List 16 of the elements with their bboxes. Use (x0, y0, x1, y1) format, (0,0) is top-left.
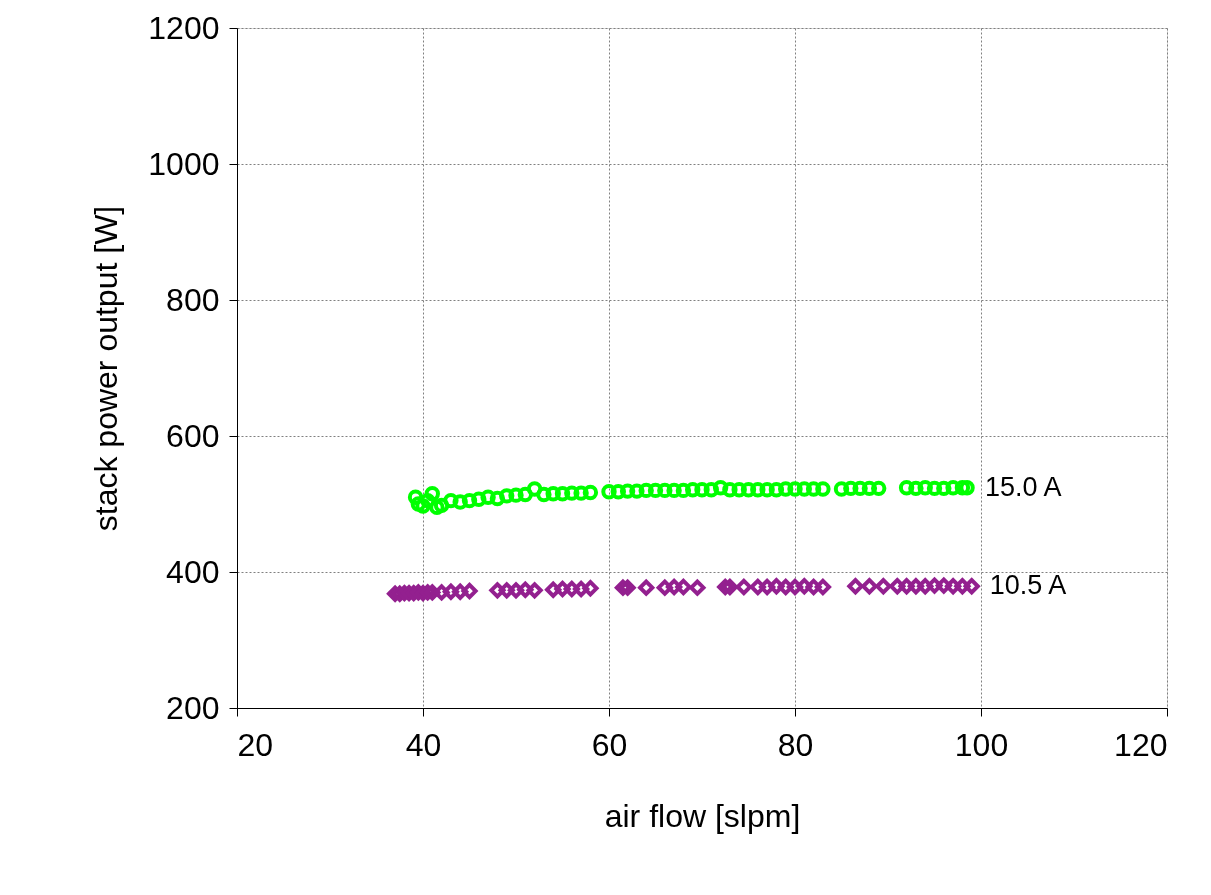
x-tick-label: 120 (1114, 726, 1168, 763)
y-tick-label: 1200 (148, 9, 220, 46)
y-axis-title: stack power output [W] (88, 205, 125, 532)
y-tick-label: 800 (166, 281, 220, 318)
x-tick-label: 20 (237, 726, 274, 763)
x-tick-label: 80 (777, 726, 814, 763)
series-label: 10.5 A (989, 570, 1067, 601)
y-tick-label: 600 (166, 417, 220, 454)
x-tick-label: 60 (591, 726, 628, 763)
y-tick-label: 400 (166, 553, 220, 590)
x-tick-label: 40 (405, 726, 442, 763)
y-tick-label: 200 (166, 689, 220, 726)
series-label: 15.0 A (985, 471, 1062, 502)
x-axis-title: air flow [slpm] (604, 797, 801, 834)
x-tick-label: 100 (954, 726, 1009, 763)
y-tick-label: 1000 (148, 145, 220, 182)
